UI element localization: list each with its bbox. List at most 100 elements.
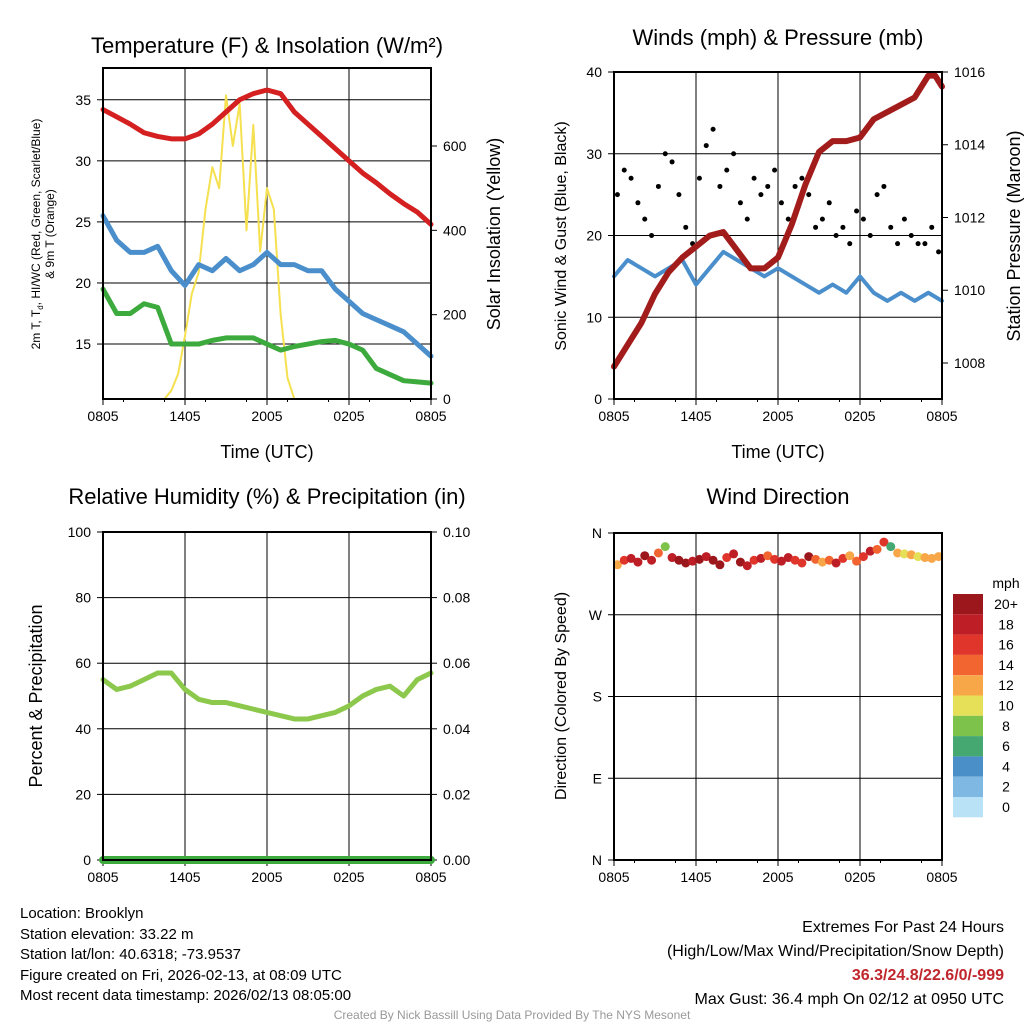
wind-direction-point: [865, 546, 875, 556]
y2-tick-label: 400: [443, 222, 467, 238]
location-text: Location: Brooklyn: [20, 905, 144, 922]
y-tick-label: 20: [75, 275, 91, 291]
latlon-text: Station lat/lon: 40.6318; -73.9537: [20, 946, 242, 963]
y-tick-label: 40: [586, 64, 602, 80]
legend-label: 20+: [994, 596, 1018, 612]
wind-direction-point: [817, 557, 827, 567]
max-gust-text: Max Gust: 36.4 mph On 02/12 at 0950 UTC: [694, 991, 1005, 1008]
gust-point: [874, 192, 880, 198]
wind-direction-point: [783, 553, 793, 563]
x-tick-label: 0805: [926, 869, 957, 885]
y2-tick-label: 0.06: [443, 655, 470, 671]
wind-direction-point: [653, 548, 663, 558]
gust-point: [655, 183, 661, 189]
x-tick-label: 0205: [844, 869, 875, 885]
legend-swatch: [953, 594, 983, 615]
y-axis-label: Direction (Colored By Speed): [553, 592, 570, 800]
wind-direction-point: [612, 560, 622, 570]
legend-swatch: [953, 797, 983, 818]
gust-point: [717, 183, 723, 189]
legend-label: 18: [998, 616, 1014, 632]
y-axis-label: Percent & Precipitation: [26, 604, 46, 787]
wind-direction-point: [776, 556, 786, 566]
x-tick-label: 2005: [251, 408, 282, 424]
panel-3: [97, 531, 437, 866]
gust-point: [881, 183, 887, 189]
x-tick-label: 0805: [598, 408, 629, 424]
gust-point: [696, 175, 702, 181]
pressure-line: [611, 72, 945, 370]
gust-point: [833, 233, 839, 238]
gust-point: [778, 200, 784, 206]
y2-tick-label: 200: [443, 307, 467, 323]
y-tick-label: 60: [75, 655, 91, 671]
chart-title: Relative Humidity (%) & Precipitation (i…: [68, 484, 465, 509]
gust-point: [724, 167, 730, 173]
wind-direction-point: [647, 555, 657, 565]
legend-swatch: [953, 654, 983, 676]
y2-tick-label: 0.02: [443, 786, 470, 802]
extremes-values: 36.3/24.8/22.6/0/-999: [851, 967, 1004, 984]
x-axis-label: Time (UTC): [220, 442, 313, 462]
wind-direction-point: [633, 557, 643, 567]
y2-tick-label: 0: [443, 391, 451, 407]
wind-direction-point: [852, 556, 862, 566]
legend-label: 14: [998, 657, 1014, 673]
x-tick-label: 0805: [415, 869, 446, 885]
wind-direction-point: [893, 548, 903, 558]
gust-point: [628, 175, 634, 181]
legend-swatch: [953, 756, 983, 777]
wind-direction-point: [674, 555, 684, 565]
y-tick-label: 0: [594, 391, 602, 407]
gust-point: [895, 241, 901, 247]
x-tick-label: 0805: [87, 869, 118, 885]
wind-direction-point: [701, 552, 711, 562]
wind-direction-point: [729, 549, 739, 559]
wind-direction-point: [797, 558, 807, 568]
wind-direction-point: [667, 553, 677, 563]
y2-tick-label: 0.10: [443, 524, 470, 540]
gust-point: [840, 224, 846, 230]
y2-tick-label: 1012: [954, 209, 985, 225]
plot-border: [613, 532, 943, 861]
wind-direction-point: [763, 551, 773, 561]
extremes-subtitle: (High/Low/Max Wind/Precipitation/Snow De…: [666, 943, 1004, 960]
legend-label: 12: [998, 677, 1014, 693]
x-tick-label: 1405: [169, 408, 200, 424]
wind-direction-point: [886, 542, 896, 552]
wind-direction-point: [804, 552, 814, 562]
gust-point: [860, 216, 866, 222]
wind-direction-point: [790, 555, 800, 565]
legend-title: mph: [992, 575, 1019, 591]
gust-point: [792, 183, 798, 189]
credit-text: Created By Nick Bassill Using Data Provi…: [333, 1008, 691, 1022]
gust-point: [649, 233, 655, 238]
y2-tick-label: 1008: [954, 355, 985, 371]
wind-direction-point: [694, 554, 704, 564]
wind-direction-point: [927, 553, 937, 563]
x-tick-label: 2005: [762, 408, 793, 424]
gust-point: [614, 192, 620, 198]
y-tick-label: N: [592, 852, 602, 868]
legend-swatch: [953, 614, 983, 635]
y-tick-label: 30: [586, 146, 602, 162]
wind-direction-point: [824, 555, 834, 565]
wind-direction-point: [640, 551, 650, 561]
created-text: Figure created on Fri, 2026-02-13, at 08…: [20, 966, 342, 984]
gust-point: [758, 192, 764, 198]
gust-point: [731, 151, 737, 157]
x-tick-label: 0805: [415, 408, 446, 424]
wind-direction-point: [660, 542, 670, 552]
y-tick-label: 20: [586, 228, 602, 244]
y-axis-label-line2: & 9m T (Orange): [43, 189, 57, 279]
x-tick-label: 2005: [762, 869, 793, 885]
series-line-hiwc: [100, 286, 434, 386]
y2-tick-label: 0.04: [443, 721, 470, 737]
wind-direction-point: [831, 558, 841, 568]
wind-direction-point: [619, 555, 629, 565]
gust-point: [669, 159, 675, 165]
wind-direction-point: [858, 552, 868, 562]
wind-direction-point: [626, 553, 636, 563]
gust-point: [737, 200, 743, 206]
chart-title: Wind Direction: [706, 484, 849, 509]
